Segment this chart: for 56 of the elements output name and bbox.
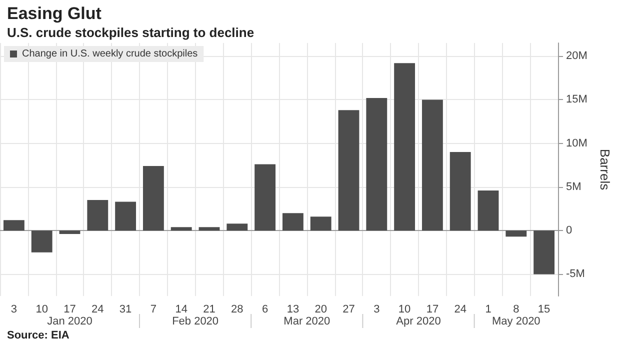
text: May 2020 — [492, 316, 540, 328]
bar — [142, 166, 164, 231]
source-note: Source: EIA — [7, 330, 70, 342]
text: Jan 2020 — [47, 316, 92, 328]
x-tick-label: 28 — [231, 304, 244, 316]
x-tick-label: 13 — [286, 304, 300, 316]
text: Mar 2020 — [284, 316, 330, 328]
bar — [534, 230, 555, 274]
bar — [198, 227, 220, 231]
bar — [170, 227, 192, 231]
bar — [338, 110, 360, 231]
x-tick-label: 17 — [426, 304, 439, 316]
x-tick-label: 6 — [262, 304, 268, 316]
legend-label: Change in U.S. weekly crude stockpiles — [22, 48, 198, 60]
bar — [282, 213, 304, 231]
x-tick-label: 17 — [64, 304, 76, 316]
x-tick-label: 24 — [92, 304, 104, 316]
bar — [422, 100, 443, 231]
y-tick-label: 10M — [566, 137, 588, 150]
x-tick-label: 3 — [10, 304, 18, 316]
x-tick-label: 7 — [150, 304, 157, 316]
bar — [366, 98, 388, 231]
x-tick-label: 8 — [513, 304, 520, 316]
bar — [506, 230, 527, 237]
bar — [115, 202, 136, 231]
bar — [87, 200, 108, 231]
x-tick-label: 15 — [538, 304, 550, 316]
bar — [254, 164, 276, 231]
bar — [478, 190, 499, 231]
x-tick-label: 20 — [314, 304, 327, 316]
x-tick-label: 10 — [36, 304, 48, 316]
y-tick-label: 0 — [566, 224, 572, 237]
x-tick-label: 21 — [203, 304, 216, 316]
x-tick-label: 27 — [342, 304, 355, 316]
chart-subtitle: U.S. crude stockpiles starting to decline — [7, 25, 254, 40]
x-tick-label: 31 — [119, 304, 132, 316]
bar — [394, 63, 416, 231]
bar — [3, 220, 24, 231]
bar — [310, 216, 332, 231]
bar — [226, 224, 248, 231]
y-tick-label: 15M — [566, 94, 588, 106]
bar — [31, 230, 52, 252]
bar — [450, 152, 471, 231]
chart-title: Easing Glut — [7, 4, 102, 23]
x-tick-label: 24 — [454, 304, 466, 316]
y-tick-label: 20M — [566, 50, 588, 62]
x-tick-label: 1 — [485, 304, 492, 316]
x-tick-label: 3 — [374, 304, 380, 316]
text: Feb 2020 — [172, 316, 219, 328]
y-axis-title: Barrels — [597, 148, 612, 191]
y-tick-label: 5M — [566, 180, 582, 193]
bar — [59, 230, 80, 234]
x-tick-label: 10 — [398, 304, 411, 316]
text: Apr 2020 — [396, 316, 441, 328]
y-tick-label: -5M — [566, 268, 585, 280]
x-tick-label: 14 — [175, 304, 188, 316]
